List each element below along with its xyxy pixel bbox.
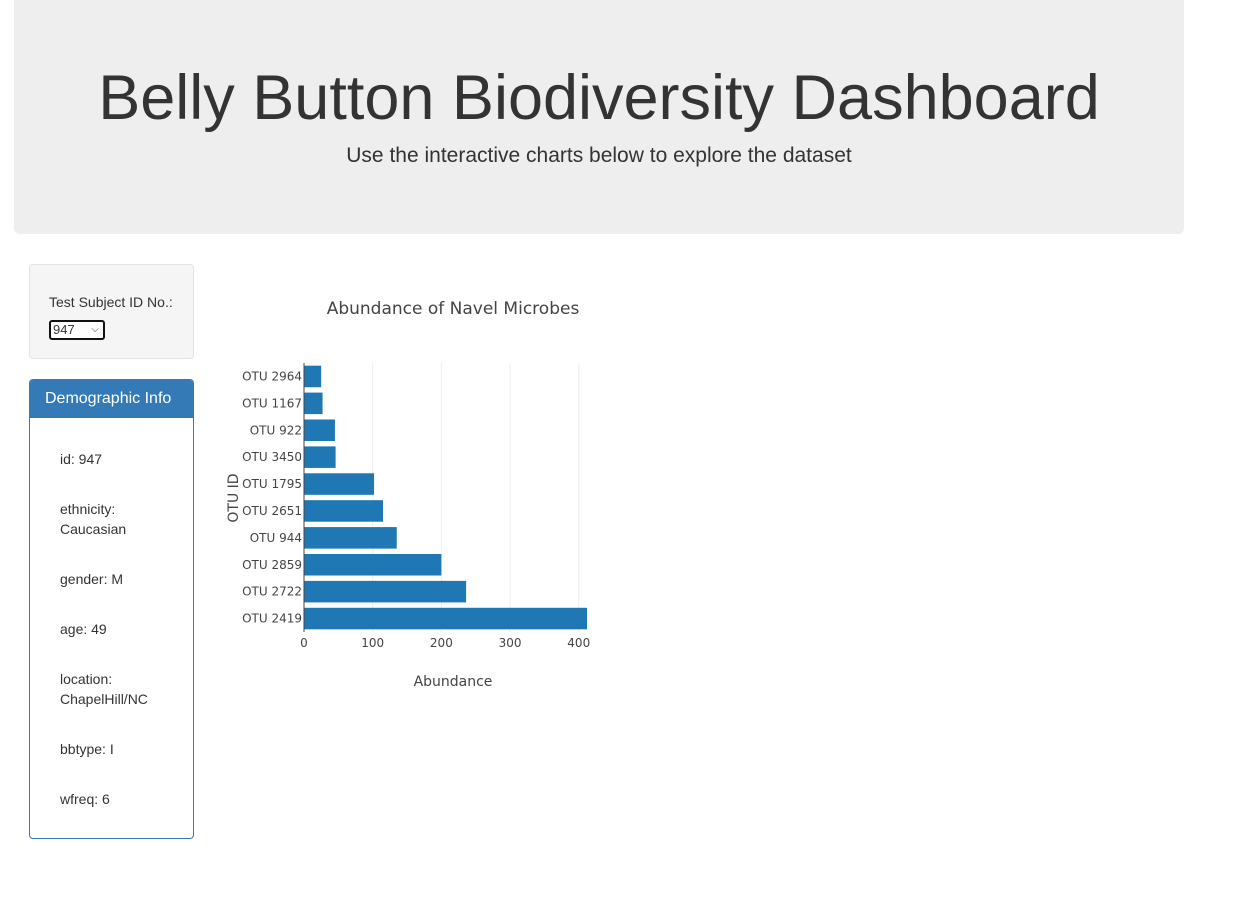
- demo-row-ethnicity: ethnicity: Caucasian: [60, 501, 127, 537]
- demographic-panel-heading: Demographic Info: [30, 380, 193, 418]
- bar: [304, 500, 383, 522]
- demo-row-age: age: 49: [60, 621, 107, 637]
- subject-id-label: Test Subject ID No.:: [49, 294, 173, 310]
- demo-row-location: location: ChapelHill/NC: [60, 671, 148, 707]
- chart-title: Abundance of Navel Microbes: [327, 299, 580, 319]
- bar: [304, 365, 322, 388]
- y-tick-label: OTU 2722: [242, 585, 302, 599]
- bar: [304, 527, 397, 549]
- subject-id-select[interactable]: 947 ⌵: [49, 320, 105, 340]
- bar: [304, 473, 375, 495]
- x-tick-label: 200: [430, 636, 453, 650]
- y-tick-label: OTU 1795: [242, 477, 302, 491]
- chevron-down-icon: ⌵: [91, 324, 99, 335]
- demo-row-gender: gender: M: [60, 571, 124, 587]
- x-tick-label: 300: [499, 636, 522, 650]
- demo-row-bbtype: bbtype: I: [60, 741, 114, 757]
- bar: [304, 553, 442, 576]
- bar: [304, 392, 323, 415]
- demo-row-id: id: 947: [60, 451, 103, 467]
- y-tick-label: OTU 2859: [242, 558, 302, 572]
- page-title: Belly Button Biodiversity Dashboard: [98, 63, 1100, 133]
- subject-id-selected-value: 947: [53, 322, 75, 337]
- page-subtitle: Use the interactive charts below to expl…: [346, 144, 852, 167]
- y-tick-label: OTU 2651: [242, 504, 302, 518]
- bar: [304, 419, 335, 442]
- y-tick-label: OTU 944: [250, 531, 302, 545]
- y-tick-label: OTU 2964: [242, 369, 302, 383]
- x-tick-label: 0: [300, 636, 308, 650]
- y-axis-label: OTU ID: [226, 473, 242, 522]
- demo-row-wfreq: wfreq: 6: [60, 791, 110, 807]
- bar-chart: OTU 2964 OTU 1167 OTU 922 OTU 3450 OTU 1795 O…: [216, 276, 636, 716]
- x-tick-label: 400: [567, 636, 590, 650]
- y-tick-label: OTU 1167: [242, 396, 302, 410]
- x-tick-label: 100: [361, 636, 384, 650]
- demographic-panel: Demographic Info id: 947 ethnicity: Cauc…: [29, 379, 194, 839]
- bar: [304, 446, 336, 468]
- bar: [304, 607, 587, 630]
- y-tick-label: OTU 922: [250, 423, 302, 437]
- y-tick-label: OTU 2419: [242, 612, 302, 626]
- header-jumbotron: Belly Button Biodiversity Dashboard Use …: [14, 0, 1184, 234]
- y-tick-label: OTU 3450: [242, 450, 302, 464]
- x-axis-label: Abundance: [414, 674, 493, 690]
- subject-selector-well: Test Subject ID No.: 947 ⌵: [29, 264, 194, 359]
- bar: [304, 580, 467, 603]
